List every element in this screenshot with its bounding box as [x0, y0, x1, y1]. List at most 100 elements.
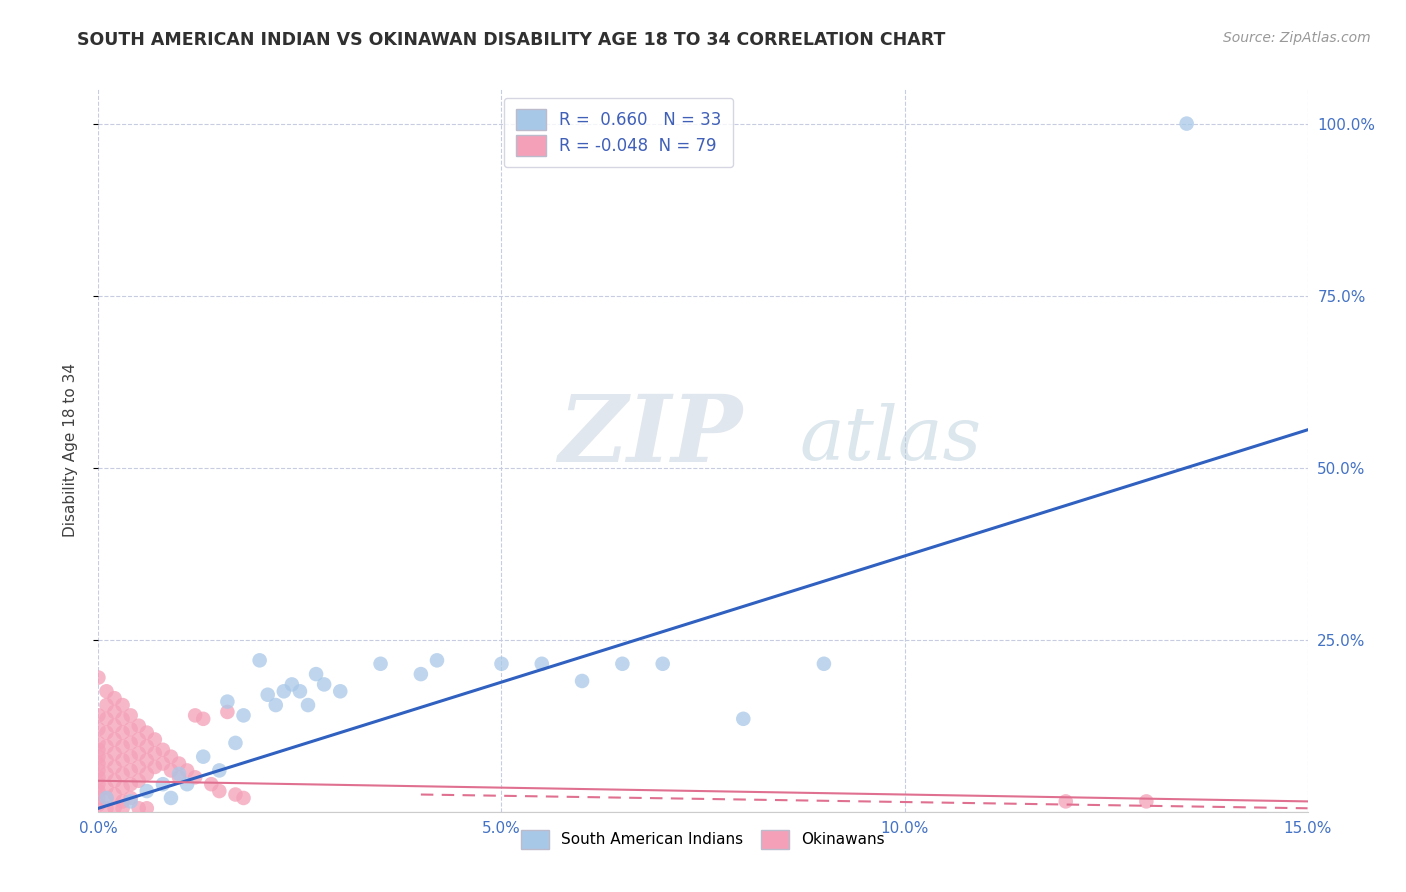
Point — [733, 712, 755, 726]
Point — [96, 791, 118, 805]
Point — [128, 773, 150, 788]
Point — [167, 756, 190, 771]
Point — [120, 777, 142, 791]
Point — [87, 671, 110, 685]
Point — [128, 760, 150, 774]
Point — [184, 708, 207, 723]
Point — [103, 746, 125, 760]
Point — [111, 725, 134, 739]
Point — [87, 722, 110, 736]
Point — [281, 677, 304, 691]
Point — [87, 764, 110, 778]
Point — [160, 791, 183, 805]
Point — [103, 705, 125, 719]
Text: atlas: atlas — [800, 403, 981, 475]
Point — [96, 739, 118, 754]
Point — [530, 657, 553, 671]
Point — [135, 725, 157, 739]
Point — [232, 708, 254, 723]
Point — [409, 667, 432, 681]
Point — [87, 784, 110, 798]
Text: SOUTH AMERICAN INDIAN VS OKINAWAN DISABILITY AGE 18 TO 34 CORRELATION CHART: SOUTH AMERICAN INDIAN VS OKINAWAN DISABI… — [77, 31, 946, 49]
Text: Source: ZipAtlas.com: Source: ZipAtlas.com — [1223, 31, 1371, 45]
Point — [217, 695, 239, 709]
Point — [152, 777, 174, 791]
Point — [273, 684, 295, 698]
Point — [103, 691, 125, 706]
Point — [96, 780, 118, 795]
Point — [135, 767, 157, 781]
Point — [120, 764, 142, 778]
Point — [571, 673, 593, 688]
Point — [87, 777, 110, 791]
Point — [128, 732, 150, 747]
Point — [208, 764, 231, 778]
Point — [120, 736, 142, 750]
Point — [111, 767, 134, 781]
Point — [103, 801, 125, 815]
Point — [103, 760, 125, 774]
Point — [200, 777, 222, 791]
Point — [96, 712, 118, 726]
Point — [111, 794, 134, 808]
Point — [96, 698, 118, 712]
Point — [87, 756, 110, 771]
Point — [249, 653, 271, 667]
Point — [87, 770, 110, 784]
Point — [167, 770, 190, 784]
Point — [224, 736, 246, 750]
Point — [491, 657, 513, 671]
Point — [256, 688, 278, 702]
Point — [167, 767, 190, 781]
Point — [87, 791, 110, 805]
Point — [1135, 794, 1157, 808]
Point — [193, 712, 215, 726]
Point — [96, 725, 118, 739]
Point — [160, 749, 183, 764]
Point — [128, 801, 150, 815]
Point — [1175, 117, 1198, 131]
Point — [87, 749, 110, 764]
Point — [305, 667, 328, 681]
Point — [217, 705, 239, 719]
Point — [1054, 794, 1077, 808]
Point — [103, 719, 125, 733]
Text: ZIP: ZIP — [558, 391, 742, 481]
Point — [87, 708, 110, 723]
Point — [120, 722, 142, 736]
Point — [208, 784, 231, 798]
Point — [143, 760, 166, 774]
Point — [120, 791, 142, 805]
Point — [103, 732, 125, 747]
Point — [135, 784, 157, 798]
Point — [128, 746, 150, 760]
Point — [87, 797, 110, 812]
Point — [96, 753, 118, 767]
Point — [103, 773, 125, 788]
Point — [152, 743, 174, 757]
Point — [314, 677, 336, 691]
Point — [120, 749, 142, 764]
Point — [232, 791, 254, 805]
Point — [111, 753, 134, 767]
Y-axis label: Disability Age 18 to 34: Disability Age 18 to 34 — [63, 363, 77, 538]
Point — [813, 657, 835, 671]
Point — [87, 743, 110, 757]
Point — [176, 777, 198, 791]
Point — [96, 791, 118, 805]
Point — [160, 764, 183, 778]
Point — [152, 756, 174, 771]
Point — [193, 749, 215, 764]
Point — [224, 788, 246, 802]
Point — [96, 801, 118, 815]
Point — [297, 698, 319, 712]
Point — [176, 764, 198, 778]
Point — [651, 657, 673, 671]
Point — [96, 684, 118, 698]
Point — [111, 698, 134, 712]
Point — [111, 801, 134, 815]
Point — [184, 770, 207, 784]
Point — [135, 753, 157, 767]
Point — [111, 780, 134, 795]
Point — [103, 788, 125, 802]
